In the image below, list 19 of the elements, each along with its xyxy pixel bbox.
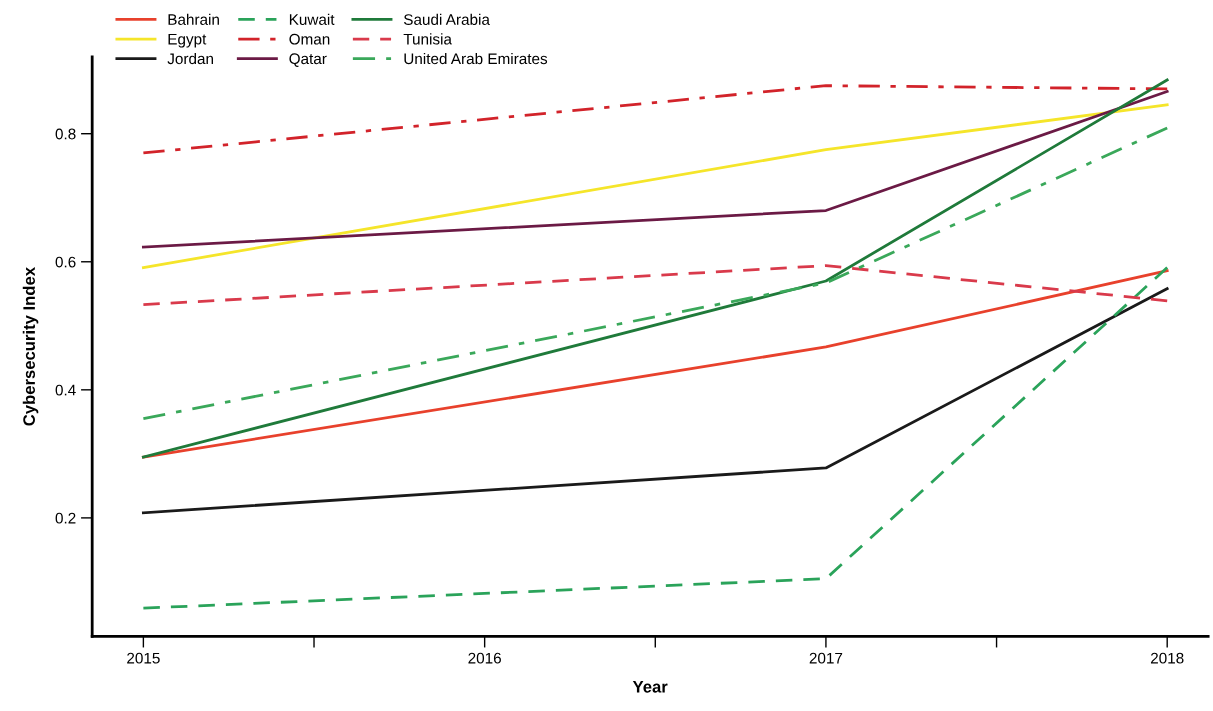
- x-tick-label: 2017: [809, 652, 843, 664]
- legend-label: Tunisia: [403, 33, 452, 45]
- legend-label: Bahrain: [168, 13, 219, 25]
- y-tick-label: 0.6: [55, 256, 76, 268]
- legend-label: Egypt: [168, 33, 207, 48]
- legend-label: Kuwait: [289, 13, 335, 25]
- legend-label: United Arab Emirates: [404, 52, 548, 65]
- x-axis-title: Year: [632, 681, 668, 693]
- legend-label: Qatar: [289, 53, 327, 67]
- legend-label: Saudi Arabia: [403, 13, 490, 25]
- y-tick-label: 0.8: [55, 128, 76, 140]
- x-tick-label: 2016: [468, 652, 501, 664]
- x-tick-label: 2018: [1150, 652, 1184, 664]
- y-axis-title: Cybersecurity Index: [22, 267, 39, 426]
- legend-label: Oman: [289, 33, 330, 45]
- y-tick-label: 0.4: [55, 384, 76, 396]
- legend-label: Jordan: [167, 52, 213, 65]
- x-tick-label: 2015: [127, 652, 160, 664]
- y-tick-label: 0.2: [55, 512, 76, 524]
